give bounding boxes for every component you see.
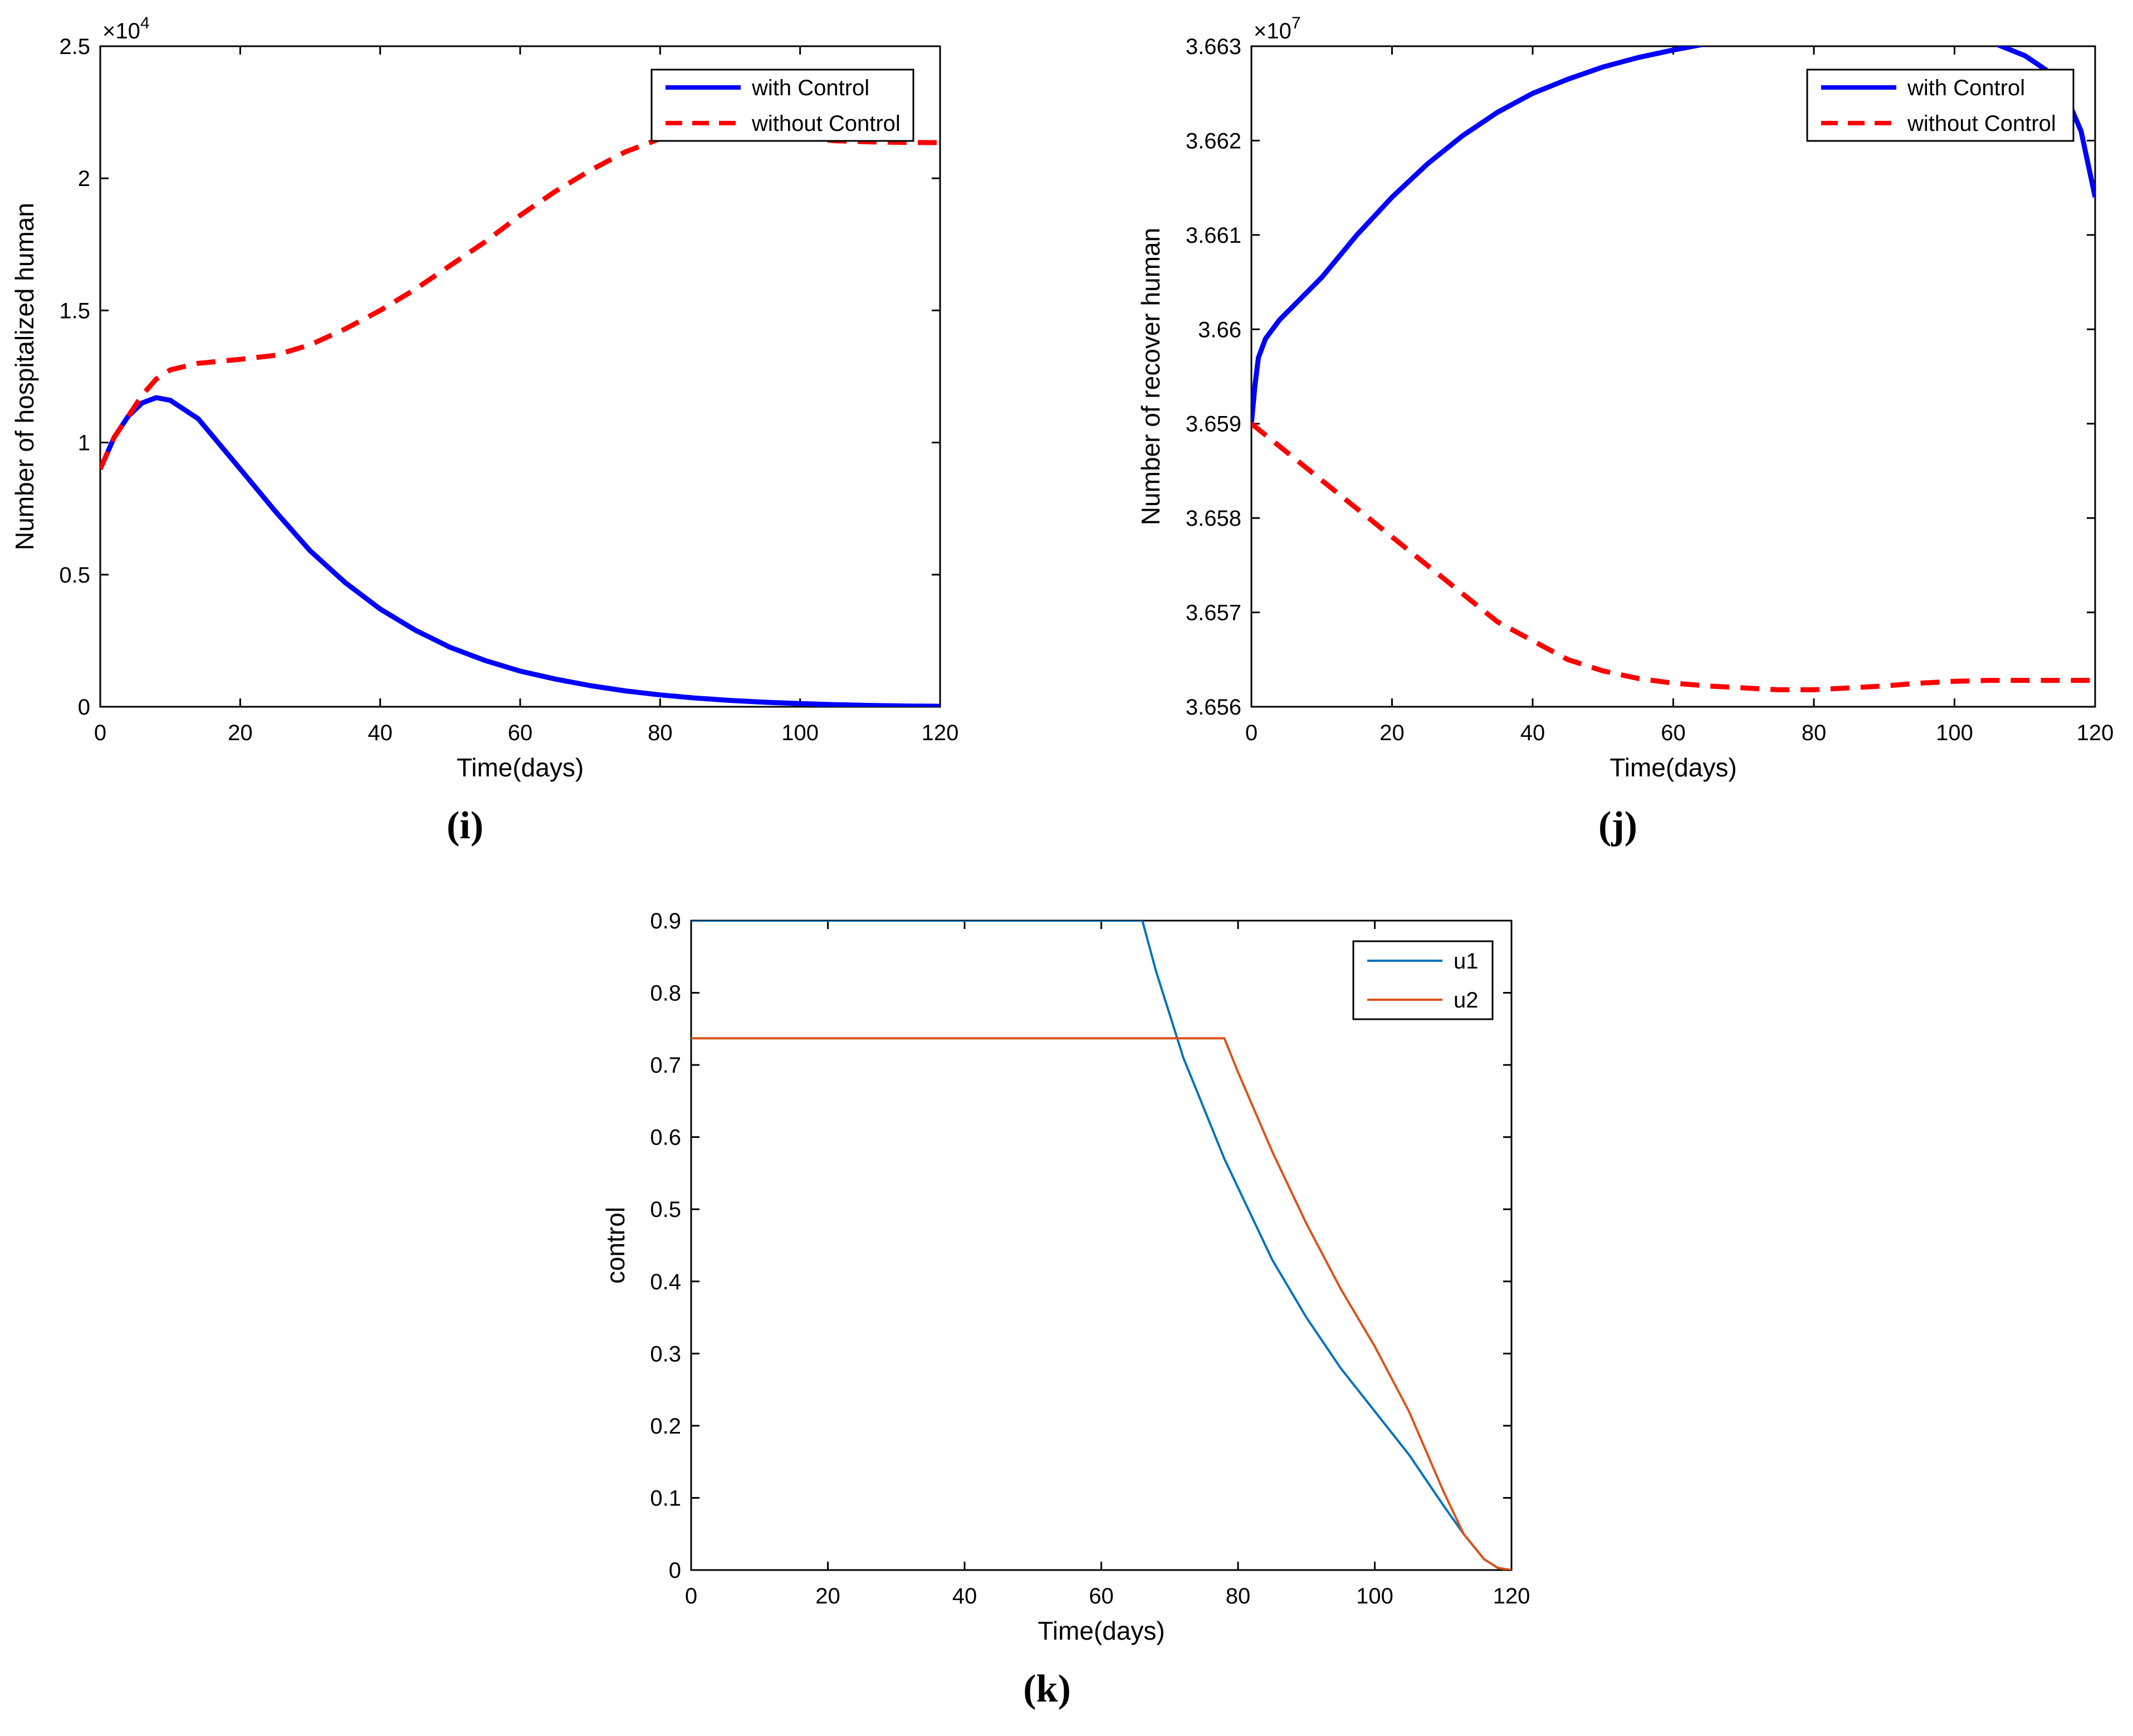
y-tick-label: 2 [78,167,90,191]
legend: with Control without Control [1806,69,2075,142]
legend: u1 u2 [1352,940,1494,1020]
y-tick-label: 3.659 [1186,412,1241,437]
x-axis-label: Time(days) [1038,1616,1165,1645]
y-axis-label: Number of hospitalized human [10,203,39,550]
y-tick-label: 0.7 [650,1053,681,1078]
y-tick-label: 1.5 [59,299,90,323]
plot-area [1250,45,2096,708]
x-axis-label: Time(days) [1609,753,1736,782]
y-tick-label: 0.3 [650,1342,681,1366]
y-exponent-power: 4 [140,14,150,32]
series-line-with-control [100,395,940,707]
legend-entry: u2 [1454,988,1479,1013]
y-tick-label: 0 [669,1558,681,1583]
series-line-u2 [691,1037,1511,1570]
series-line-without-control [1251,422,2095,692]
plot-area [690,920,1513,1571]
y-tick-label: 0.8 [650,981,681,1006]
chart-k: 0 20 40 60 80 100 120 0 0.1 0.2 0.3 0.4 0.5 0.6 0.7 0.8… [601,909,1530,1710]
y-tick-label: 0.6 [650,1126,681,1150]
y-tick-label: 0.5 [59,563,90,588]
legend-box [650,69,914,142]
y-tick-label: 3.656 [1186,695,1241,720]
x-tick-label: 20 [1379,721,1405,745]
y-tick-label: 0.1 [650,1486,681,1510]
y-tick-label: 0 [78,695,90,720]
y-axis-label: Number of recover human [1136,228,1165,525]
y-exponent-power: 7 [1291,14,1301,32]
panel-label: (i) [447,804,483,847]
series-line-with-control [1251,46,2095,424]
y-axis-label: control [601,1207,630,1284]
x-tick-label: 40 [1520,721,1545,745]
x-tick-label: 120 [1493,1584,1530,1608]
x-tick-label: 80 [648,721,673,745]
x-tick-label: 120 [922,721,959,745]
x-tick-label: 60 [1089,1584,1114,1608]
x-axis-label: Time(days) [457,753,584,782]
y-tick-label: 3.663 [1186,35,1241,59]
legend-box [1806,69,2075,142]
x-tick-label: 60 [508,721,533,745]
y-tick-label: 0.5 [650,1197,681,1222]
x-tick-label: 80 [1226,1584,1251,1608]
panel-label: (j) [1598,804,1637,847]
chart-j: 0 20 40 60 80 100 1203.6563.6573.6583.6593.663… [1136,14,2114,847]
legend-box [1352,940,1494,1020]
y-tick-label: 0.9 [650,909,681,933]
y-exponent: ×107 [1254,14,1301,43]
y-tick-label: 3.66 [1198,317,1241,342]
x-tick-label: 60 [1661,721,1686,745]
y-tick-label: 2.5 [59,35,90,59]
y-tick-label: 0.4 [650,1270,681,1294]
x-tick-label: 100 [781,721,819,745]
panel-label: (k) [1023,1667,1071,1710]
y-tick-label: 1 [78,431,90,456]
y-tick-label: 3.662 [1186,129,1241,153]
y-exponent-base: ×10 [1254,19,1291,43]
x-tick-label: 100 [1356,1584,1393,1608]
y-exponent-base: ×10 [102,19,140,43]
y-tick-label: 3.657 [1186,601,1241,625]
legend-entry: without Control [1907,111,2056,136]
chart-i: 0 20 40 60 80 100 120 0 0.5 1 1.5 2 2.5 ×104 Time(days… [10,14,958,847]
x-tick-label: 0 [94,721,106,745]
x-tick-label: 40 [368,721,393,745]
legend-entry: with Control [1907,76,2025,100]
x-tick-label: 0 [685,1584,697,1608]
x-tick-label: 80 [1802,721,1827,745]
legend-entry: without Control [751,111,901,136]
x-tick-label: 120 [2077,721,2114,745]
legend-entry: u1 [1454,949,1479,974]
y-tick-label: 3.661 [1186,223,1241,248]
y-exponent: ×104 [102,14,150,43]
x-tick-label: 0 [1245,721,1258,745]
plot-area [99,45,941,708]
legend: with Control without Control [650,69,914,142]
y-tick-label: 0.2 [650,1414,681,1439]
x-tick-label: 20 [815,1584,840,1608]
x-tick-label: 40 [952,1584,977,1608]
x-tick-label: 20 [228,721,253,745]
legend-entry: with Control [751,76,869,100]
x-tick-label: 100 [1936,721,1973,745]
y-tick-label: 3.658 [1186,506,1241,531]
